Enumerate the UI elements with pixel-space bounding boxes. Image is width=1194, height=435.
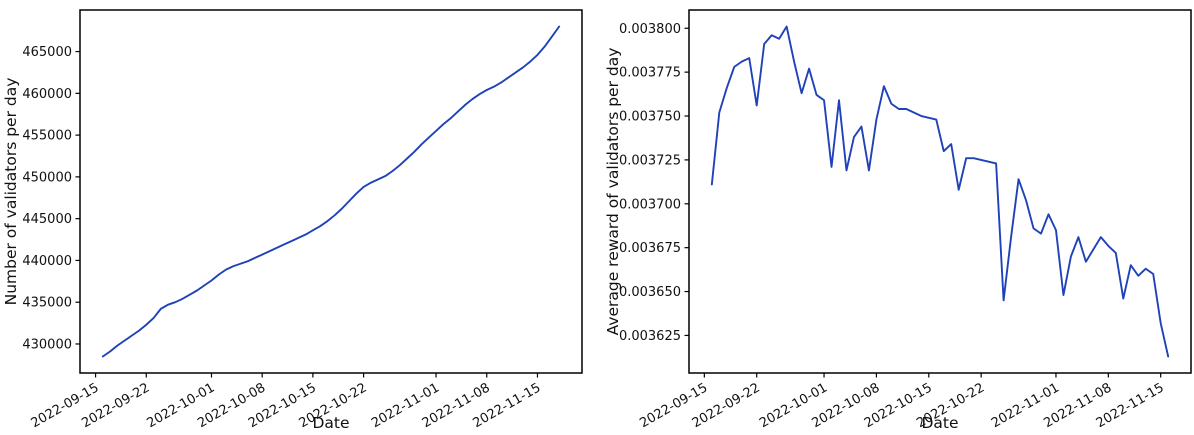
series-line bbox=[101, 25, 561, 358]
y-axis-label: Average reward of validators per day bbox=[604, 48, 622, 336]
y-tick-label: 450000 bbox=[22, 170, 72, 185]
x-axis-label: Date bbox=[312, 414, 349, 432]
y-tick-label: 440000 bbox=[22, 254, 72, 269]
y-tick-label: 445000 bbox=[22, 212, 72, 227]
series-line bbox=[710, 25, 1170, 358]
validators-per-day-chart: 2022-09-152022-09-222022-10-012022-10-08… bbox=[2, 9, 583, 432]
y-tick-label: 0.003700 bbox=[619, 197, 681, 212]
y-axis-label: Number of validators per day bbox=[2, 78, 20, 306]
y-tick-label: 0.003750 bbox=[619, 110, 681, 125]
avg-reward-per-day-chart: 2022-09-152022-09-222022-10-012022-10-08… bbox=[604, 9, 1192, 432]
plot-border bbox=[688, 9, 1192, 374]
y-tick-label: 0.003800 bbox=[619, 22, 681, 37]
y-tick-label: 0.003625 bbox=[619, 329, 681, 344]
y-tick-label: 465000 bbox=[22, 45, 72, 60]
y-tick-label: 455000 bbox=[22, 129, 72, 144]
y-tick-label: 430000 bbox=[22, 337, 72, 352]
y-tick-label: 435000 bbox=[22, 296, 72, 311]
y-tick-label: 0.003725 bbox=[619, 153, 681, 168]
y-tick-label: 460000 bbox=[22, 87, 72, 102]
y-tick-label: 0.003650 bbox=[619, 285, 681, 300]
x-axis-label: Date bbox=[922, 414, 959, 432]
y-tick-label: 0.003675 bbox=[619, 241, 681, 256]
y-tick-label: 0.003775 bbox=[619, 66, 681, 81]
plot-border bbox=[79, 9, 583, 374]
